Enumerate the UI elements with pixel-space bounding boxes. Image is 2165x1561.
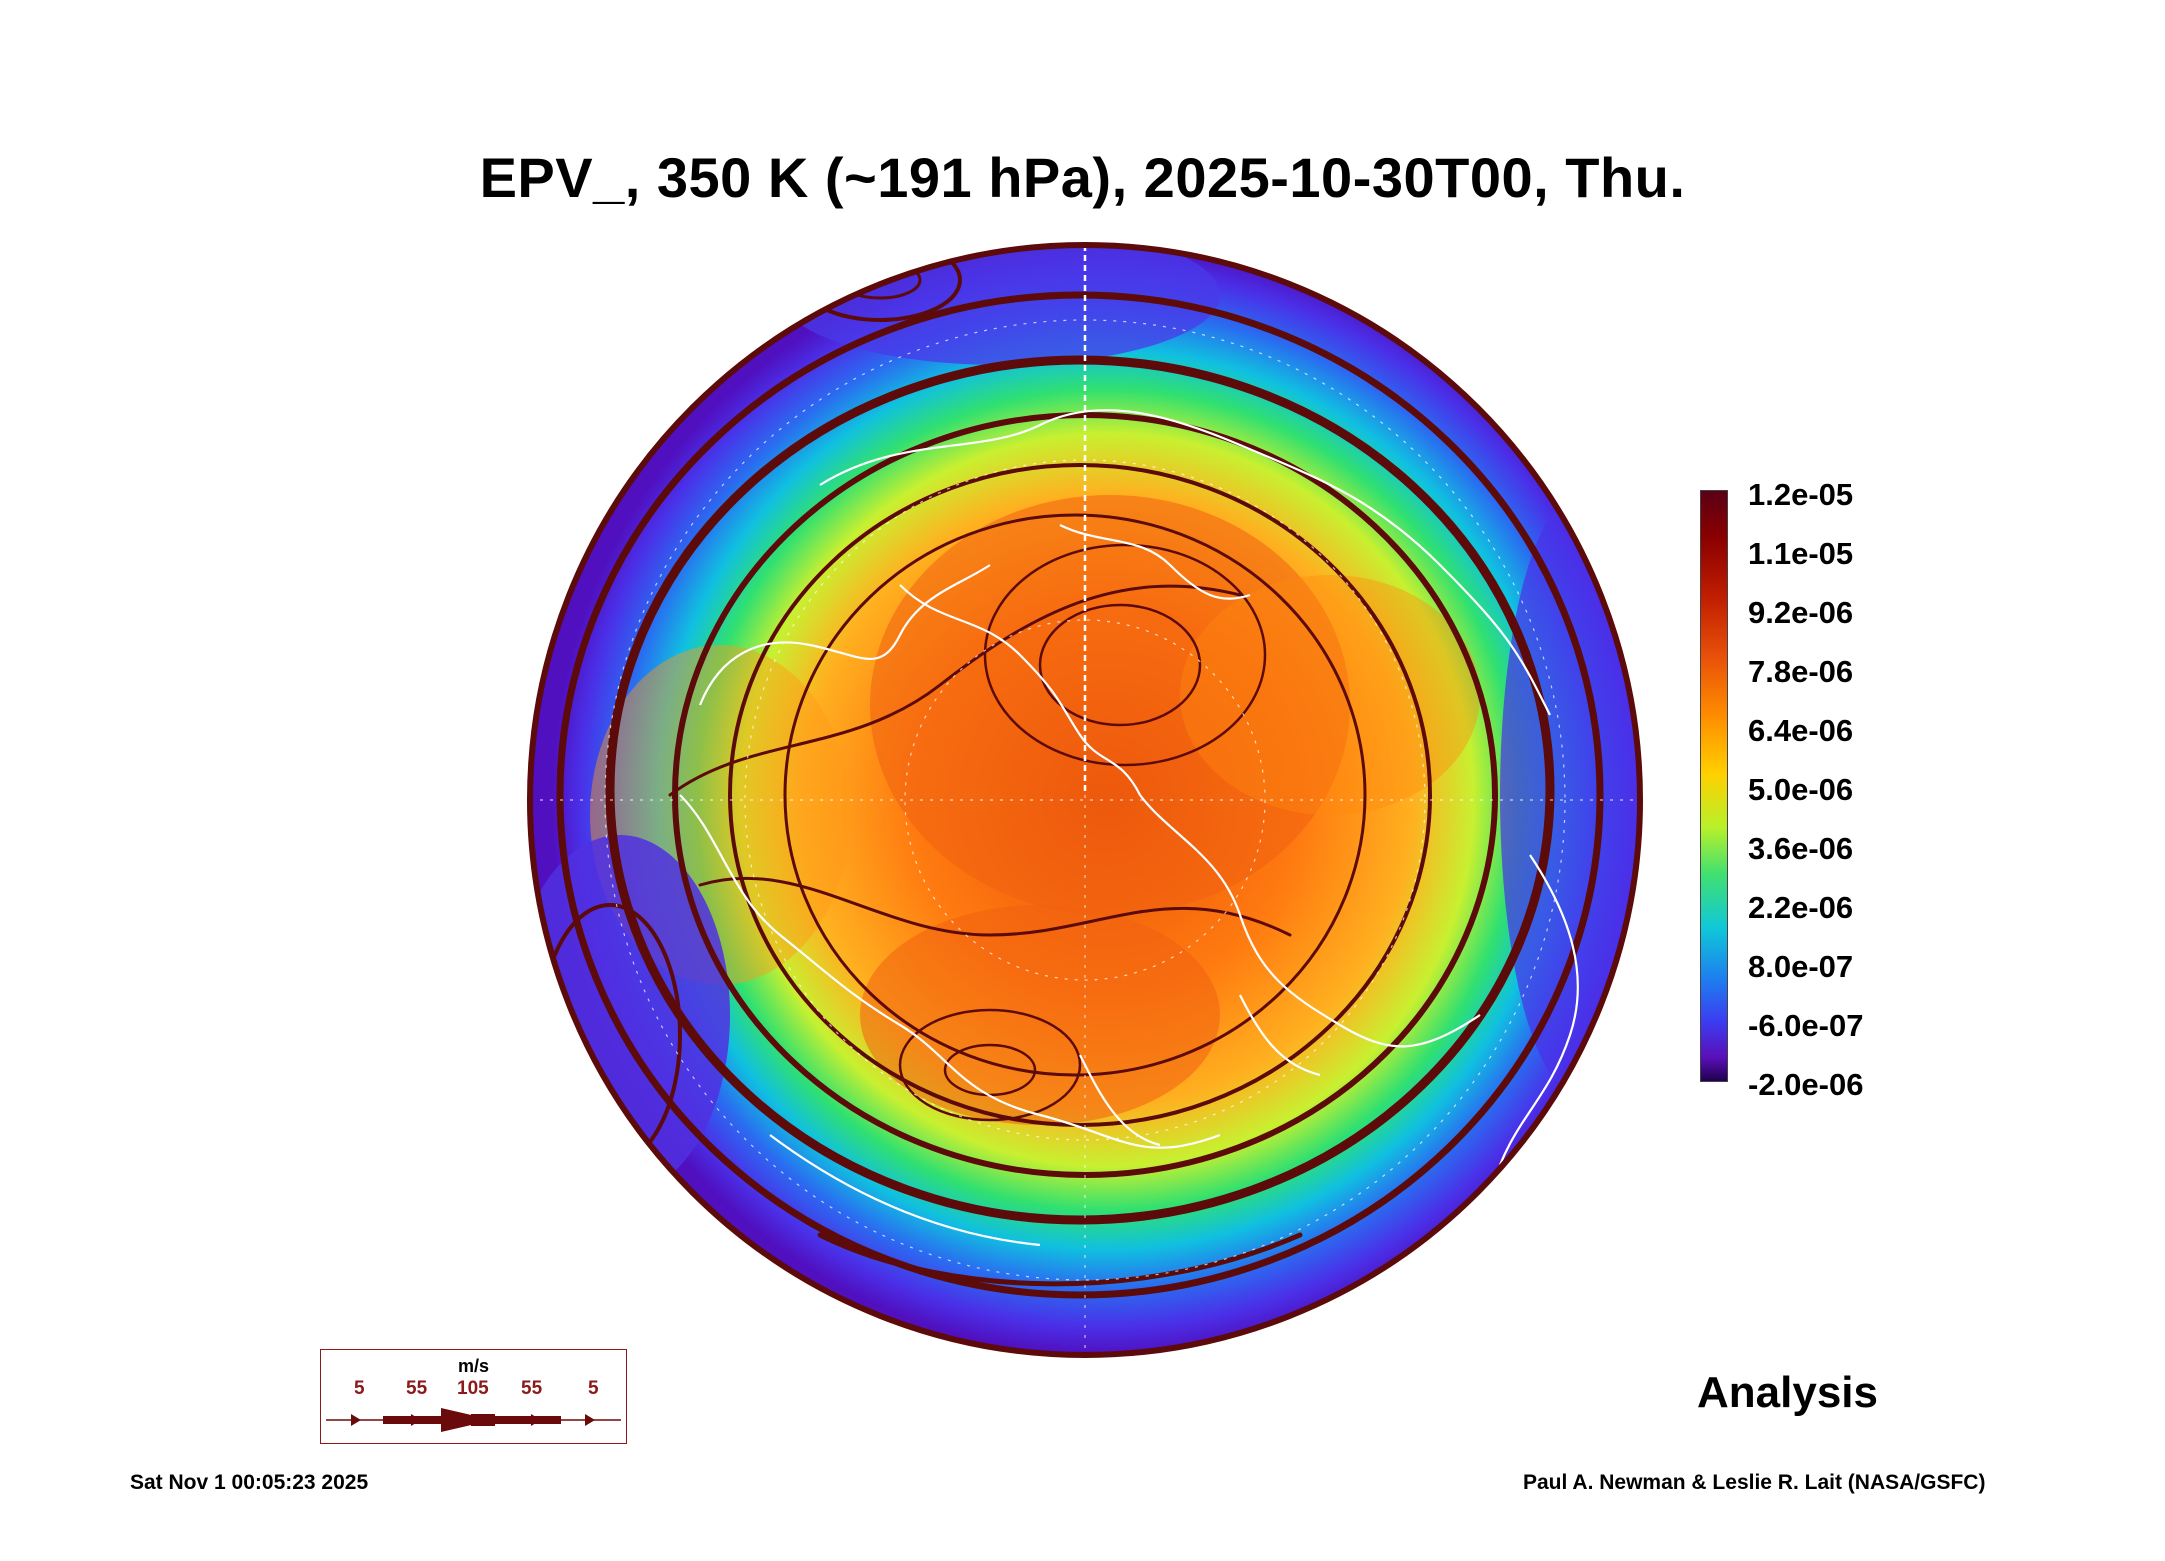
colorbar-label: -2.0e-06: [1748, 1067, 1864, 1102]
colorbar-label: 6.4e-06: [1748, 713, 1854, 748]
colorbar-label: 3.6e-06: [1748, 831, 1854, 866]
credit: Paul A. Newman & Leslie R. Lait (NASA/GS…: [1523, 1471, 1986, 1494]
colorbar-label: 1.1e-05: [1748, 536, 1854, 571]
high-pv-region: [870, 495, 1350, 915]
legend-arrow: [326, 1408, 621, 1432]
legend-speed: 5: [588, 1378, 599, 1399]
timestamp: Sat Nov 1 00:05:23 2025: [130, 1471, 369, 1494]
legend-speed: 5: [354, 1378, 365, 1399]
colorbar-label: 5.0e-06: [1748, 772, 1854, 807]
wind-speed-legend: m/s 5 55 105 55 5: [320, 1349, 627, 1444]
legend-speed: 105: [457, 1378, 489, 1399]
map-title: EPV_, 350 K (~191 hPa), 2025-10-30T00, T…: [479, 146, 1686, 209]
legend-unit: m/s: [457, 1356, 490, 1376]
polar-map: [520, 235, 1650, 1365]
legend-speed: 55: [521, 1378, 543, 1399]
high-pv-region: [1180, 575, 1480, 815]
analysis-label: Analysis: [1697, 1368, 1878, 1417]
colorbar-label: 7.8e-06: [1748, 654, 1854, 689]
colorbar-label: 2.2e-06: [1748, 890, 1854, 925]
colorbar-label: 1.2e-05: [1748, 477, 1854, 512]
colorbar-label: 8.0e-07: [1748, 949, 1854, 984]
high-pv-region: [860, 905, 1220, 1125]
colorbar-label: 9.2e-06: [1748, 595, 1854, 630]
colorbar: [1700, 490, 1728, 1082]
colorbar-label: -6.0e-07: [1748, 1008, 1864, 1043]
coastlines: [679, 409, 1579, 1247]
legend-speed: 55: [406, 1378, 428, 1399]
